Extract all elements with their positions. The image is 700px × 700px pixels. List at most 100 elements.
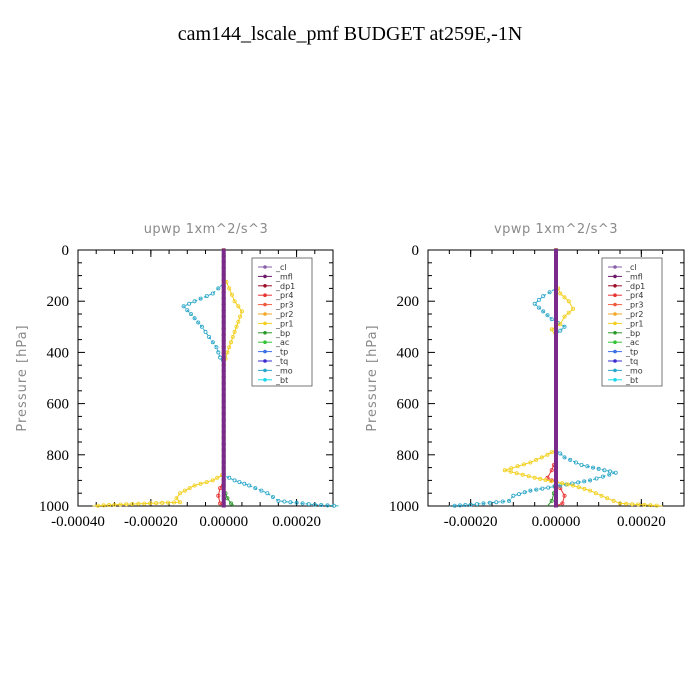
upwp-zero-marker [221,302,226,306]
upwp-marker-pr1 [227,286,232,291]
vpwp-marker-mo [613,470,618,475]
upwp-marker-pr4 [218,501,223,506]
upwp-marker-mo [312,502,317,507]
vpwp-zero-marker [554,448,558,452]
upwp-marker-mo [196,320,201,325]
upwp-ytick-label: 200 [47,294,70,310]
vpwp-zero-marker [554,266,558,270]
vpwp-zero-marker [554,274,558,278]
vpwp-marker-mo [452,503,457,508]
vpwp-marker-pr1 [528,460,533,465]
vpwp-marker-mo [562,455,567,460]
upwp-zero-marker [221,501,226,505]
upwp-zero-marker [221,489,226,493]
vpwp-zero-marker [554,304,558,308]
upwp-zero-marker [221,350,226,354]
vpwp-marker-pr1 [538,476,543,481]
upwp-zero-marker [221,312,226,316]
vpwp-zero-marker [554,248,558,252]
vpwp-zero-marker [554,391,558,395]
vpwp-zero-marker [554,330,558,334]
upwp-ytick-label: 1000 [39,499,69,515]
upwp-zero-marker [221,361,226,365]
vpwp-zero-marker [554,396,558,400]
vpwp-zero-marker [554,473,558,477]
vpwp-xtick-label: 0.00020 [617,514,666,530]
vpwp-marker-mo [487,500,492,505]
vpwp-marker-mo [602,468,607,473]
upwp-zero-marker [221,304,226,308]
vpwp-zero-marker [554,379,558,383]
vpwp-marker-pr4 [562,493,567,498]
upwp-y-axis-label: Pressure [hPa] [15,324,30,431]
vpwp-legend-marker [613,265,617,269]
vpwp-legend-marker [613,293,617,298]
vpwp-marker-pr1 [562,314,567,319]
vpwp-marker-pr1 [539,455,544,460]
upwp-zero-marker [221,422,226,426]
upwp-marker-pr1 [160,500,165,505]
upwp-xtick-label: -0.00040 [51,514,105,530]
vpwp-zero-marker [554,361,558,365]
vpwp-legend-marker [613,340,617,345]
vpwp-zero-marker [554,491,558,495]
upwp-legend-marker [263,302,267,307]
vpwp-marker-mo [568,457,573,462]
vpwp-legend-label: _mo [625,366,643,375]
vpwp-marker-mo [591,465,596,470]
upwp-ytick-label: 800 [47,448,70,464]
upwp-zero-marker [221,371,226,375]
vpwp-zero-marker [554,307,558,311]
vpwp-marker-mo [585,464,590,469]
upwp-zero-marker [221,279,226,283]
vpwp-marker-mo [511,493,516,498]
vpwp-marker-pr1 [576,485,581,490]
upwp-zero-marker [221,443,226,447]
vpwp-marker-pr1 [508,469,513,474]
upwp-legend-label: _mfl [275,272,293,281]
vpwp-zero-marker [554,422,558,426]
upwp-zero-marker [221,266,226,270]
vpwp-marker-pr1 [624,501,629,506]
vpwp-zero-marker [554,343,558,347]
upwp-legend-label: _pr2 [275,310,293,319]
upwp-zero-marker [221,261,226,265]
upwp-marker-pr1 [234,324,239,329]
upwp-zero-marker [221,494,226,498]
upwp-marker-mo [282,499,287,504]
upwp-zero-marker [221,284,226,288]
upwp-zero-marker [221,289,226,293]
vpwp-zero-marker [554,407,558,411]
vpwp-zero-marker [554,309,558,313]
upwp-legend-label: _dp1 [275,282,295,291]
upwp-marker-pr1 [198,481,203,486]
upwp-zero-marker [221,471,226,475]
vpwp-legend-marker [613,284,617,288]
vpwp-legend-label: _tq [625,357,638,366]
vpwp-marker-mo [522,490,527,495]
vpwp-zero-marker [554,499,558,503]
upwp-zero-marker [221,484,226,488]
upwp-marker-pr1 [225,350,230,355]
upwp-marker-pr1 [236,304,241,309]
vpwp-marker-pr1 [582,486,587,491]
upwp-marker-pr1 [142,501,147,506]
vpwp-ytick-label: 1000 [389,499,419,515]
upwp-marker-mo [265,491,270,496]
vpwp-marker-mo [463,502,468,507]
vpwp-marker-mo [532,301,537,306]
vpwp-zero-marker [554,335,558,339]
vpwp-zero-marker [554,294,558,298]
vpwp-marker-pr1 [562,295,567,300]
vpwp-zero-marker [554,292,558,296]
upwp-zero-marker [221,468,226,472]
upwp-zero-marker [221,396,226,400]
vpwp-legend-label: _bp [625,329,640,338]
upwp-zero-marker [221,325,226,329]
vpwp-zero-marker [554,476,558,480]
figure-title: cam144_lscale_pmf BUDGET at259E,-1N [178,23,523,45]
upwp-marker-pr1 [236,319,241,324]
vpwp-zero-marker [554,494,558,498]
upwp-zero-marker [221,251,226,255]
vpwp-zero-marker [554,399,558,403]
